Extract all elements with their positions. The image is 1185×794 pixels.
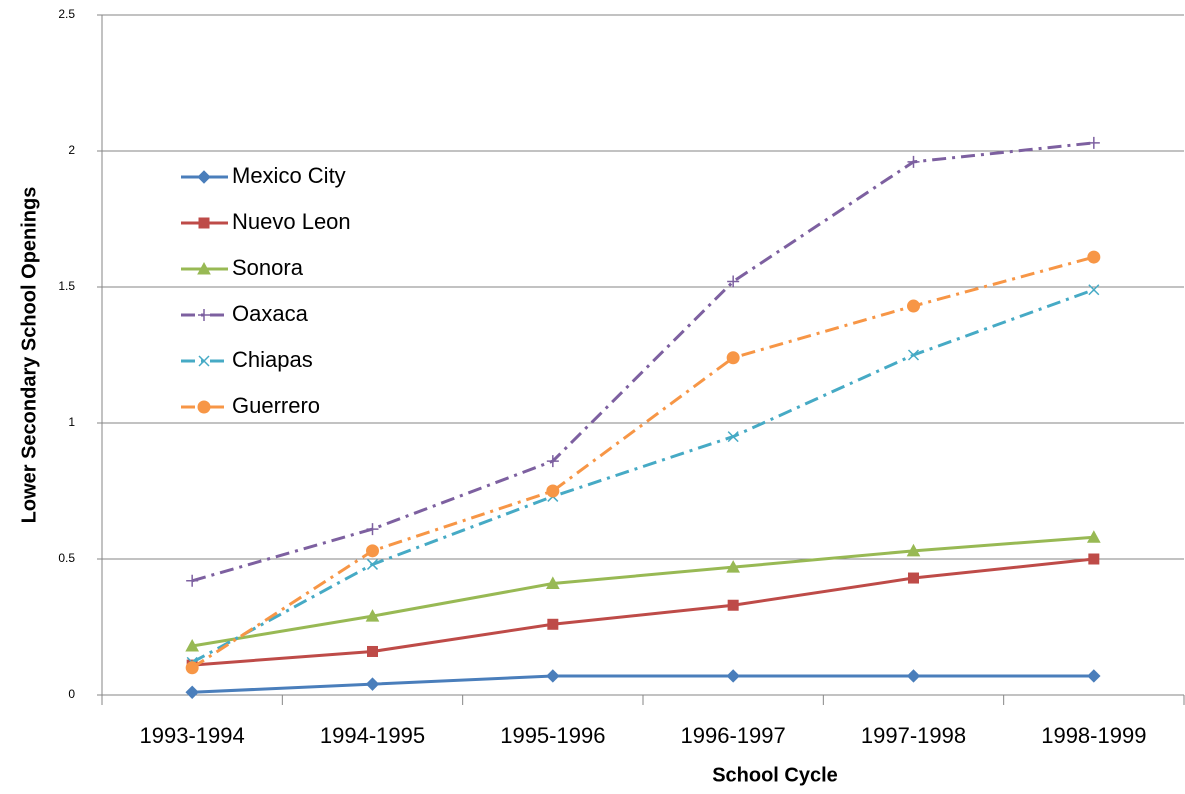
point: [366, 558, 379, 570]
point: [185, 661, 199, 675]
point: [185, 685, 199, 699]
x-tick-label: 1997-1998: [861, 723, 966, 748]
y-tick-label: 0: [68, 687, 75, 701]
point: [726, 560, 741, 573]
point: [366, 544, 379, 558]
point: [186, 574, 199, 587]
point: [727, 431, 739, 443]
point: [365, 609, 380, 622]
point: [367, 645, 378, 657]
point: [546, 455, 559, 468]
point: [1088, 284, 1100, 296]
series-line: [191, 288, 1095, 664]
point: [907, 349, 920, 361]
point: [1086, 530, 1101, 543]
point: [546, 669, 560, 683]
legend-label: Guerrero: [232, 393, 320, 418]
x-tick-label: 1993-1994: [140, 723, 245, 748]
point: [726, 351, 740, 365]
point: [907, 299, 920, 313]
point: [906, 543, 921, 557]
point: [185, 638, 200, 652]
legend-label: Mexico City: [232, 163, 346, 188]
legend-label: Nuevo Leon: [232, 209, 351, 234]
point: [547, 618, 559, 630]
legend-label: Sonora: [232, 255, 304, 280]
x-axis-title: School Cycle: [712, 764, 838, 786]
point: [907, 155, 920, 168]
series-line: [191, 535, 1094, 648]
series-line: [191, 141, 1094, 583]
series-line: [191, 255, 1095, 670]
y-tick-label: 1.5: [58, 279, 75, 293]
legend-marker: [197, 400, 211, 414]
x-tick-label: 1996-1997: [681, 723, 786, 748]
point: [366, 523, 379, 536]
legend-marker: [197, 261, 211, 275]
legend-marker: [198, 309, 210, 321]
point: [727, 599, 739, 611]
point: [906, 669, 921, 683]
x-tick-label: 1995-1996: [500, 723, 605, 748]
y-axis-title: Lower Secondary School Openings: [18, 187, 40, 524]
point: [546, 484, 560, 498]
legend-marker: [198, 217, 210, 229]
legend-marker: [197, 170, 211, 184]
point: [727, 275, 740, 288]
point: [1088, 553, 1100, 565]
y-tick-label: 1: [68, 415, 75, 429]
point: [1087, 250, 1101, 264]
point: [1087, 136, 1100, 149]
y-tick-label: 2: [68, 143, 75, 157]
legend-marker: [198, 355, 210, 367]
series-line: [192, 674, 1094, 694]
series-line: [192, 557, 1094, 667]
x-tick-label: 1994-1995: [320, 723, 425, 748]
y-tick-label: 2.5: [58, 7, 75, 21]
point: [726, 669, 740, 683]
x-tick-label: 1998-1999: [1041, 723, 1146, 748]
point: [545, 576, 560, 589]
legend-label: Chiapas: [232, 347, 313, 372]
point: [365, 677, 380, 691]
y-tick-label: 0.5: [58, 551, 75, 565]
legend-label: Oaxaca: [232, 301, 309, 326]
point: [1087, 669, 1101, 683]
point: [908, 572, 919, 584]
